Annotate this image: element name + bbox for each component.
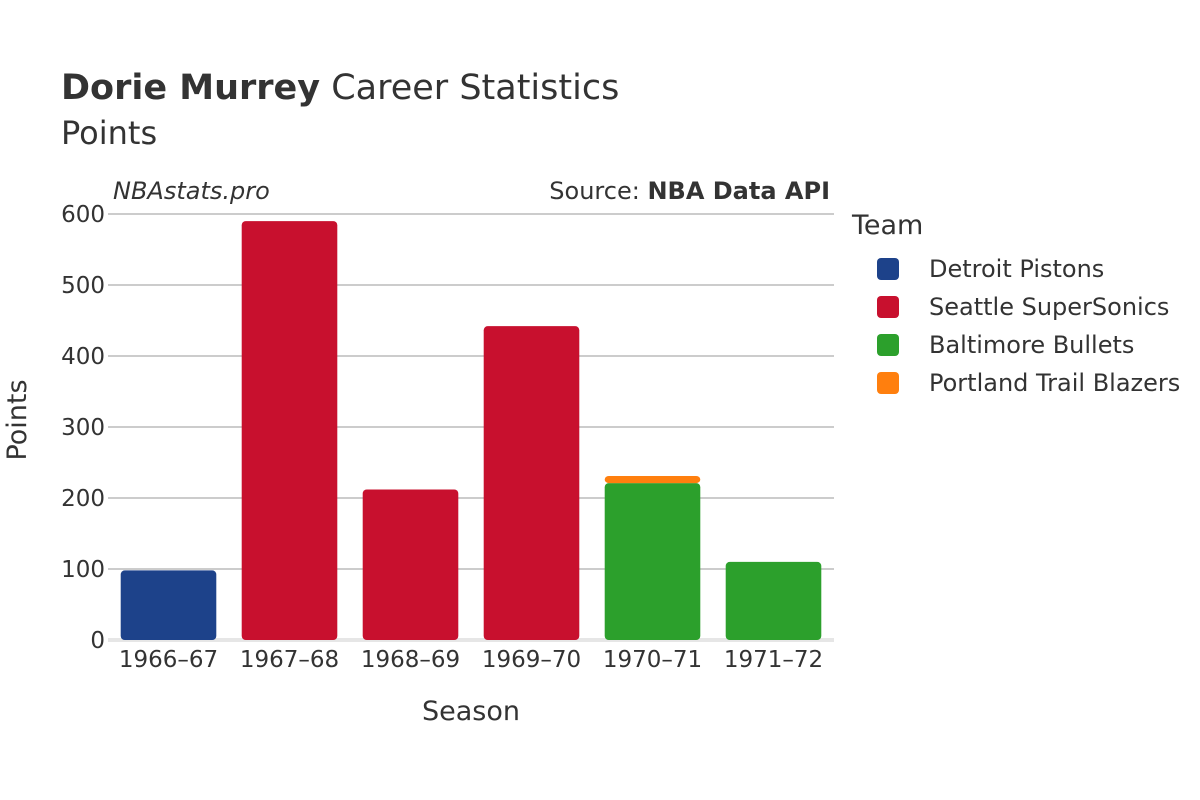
x-axis-label: Season: [422, 696, 520, 727]
bar-seattle-supersonics-1968–69[interactable]: [362, 489, 459, 640]
chart-title: Dorie Murrey Career Statistics: [61, 68, 619, 108]
legend-item[interactable]: Seattle SuperSonics: [877, 288, 1180, 326]
bar-baltimore-bullets-1971–72[interactable]: [725, 561, 822, 640]
legend-swatch: [877, 296, 899, 318]
y-tick-label: 100: [61, 557, 105, 583]
legend-label: Seattle SuperSonics: [929, 293, 1170, 321]
player-name: Dorie Murrey: [61, 68, 321, 108]
legend-item[interactable]: Detroit Pistons: [877, 250, 1180, 288]
bar-seattle-supersonics-1967–68[interactable]: [241, 221, 338, 640]
x-tick-label: 1971–72: [724, 647, 823, 673]
y-tick-label: 400: [61, 344, 105, 370]
legend: Team Detroit Pistons Seattle SuperSonics B…: [852, 208, 1180, 402]
watermark: NBAstats.pro: [113, 177, 270, 205]
legend-item[interactable]: Baltimore Bullets: [877, 326, 1180, 364]
legend-title: Team: [852, 210, 924, 241]
y-tick-label: 600: [61, 202, 105, 228]
y-tick-label: 300: [61, 415, 105, 441]
x-axis-ticks: 1966–67 1967–68 1968–69 1969–70 1970–71 1971–…: [119, 647, 823, 673]
legend-label: Detroit Pistons: [929, 255, 1105, 283]
y-axis-ticks: 0 100 200 300 400 500 600: [61, 202, 105, 654]
bar-detroit-pistons-1966–67[interactable]: [120, 570, 217, 640]
bars: [120, 221, 822, 640]
x-tick-label: 1968–69: [361, 647, 460, 673]
legend-label: Portland Trail Blazers: [929, 369, 1181, 397]
legend-item[interactable]: Portland Trail Blazers: [877, 364, 1180, 402]
bar-portland-trail-blazers-1970–71[interactable]: [604, 475, 701, 484]
x-tick-label: 1966–67: [119, 647, 218, 673]
y-tick-label: 200: [61, 486, 105, 512]
source-credit: Source: NBA Data API: [549, 177, 830, 205]
legend-label: Baltimore Bullets: [929, 331, 1135, 359]
x-tick-label: 1969–70: [482, 647, 581, 673]
x-tick-label: 1967–68: [240, 647, 339, 673]
legend-swatch: [877, 334, 899, 356]
source-prefix: Source:: [549, 177, 648, 205]
bar-seattle-supersonics-1969–70[interactable]: [483, 326, 580, 640]
grid-lines: [108, 213, 834, 642]
legend-items: Detroit Pistons Seattle SuperSonics Baltim…: [852, 250, 1180, 402]
source-name: NBA Data API: [647, 177, 830, 205]
y-tick-label: 0: [90, 628, 105, 654]
legend-swatch: [877, 372, 899, 394]
y-tick-label: 500: [61, 273, 105, 299]
x-tick-label: 1970–71: [603, 647, 702, 673]
bar-baltimore-bullets-1970–71[interactable]: [604, 483, 701, 640]
legend-swatch: [877, 258, 899, 280]
chart-subtitle: Points: [61, 114, 158, 152]
title-suffix: Career Statistics: [320, 68, 620, 108]
y-axis-label: Points: [2, 379, 33, 460]
